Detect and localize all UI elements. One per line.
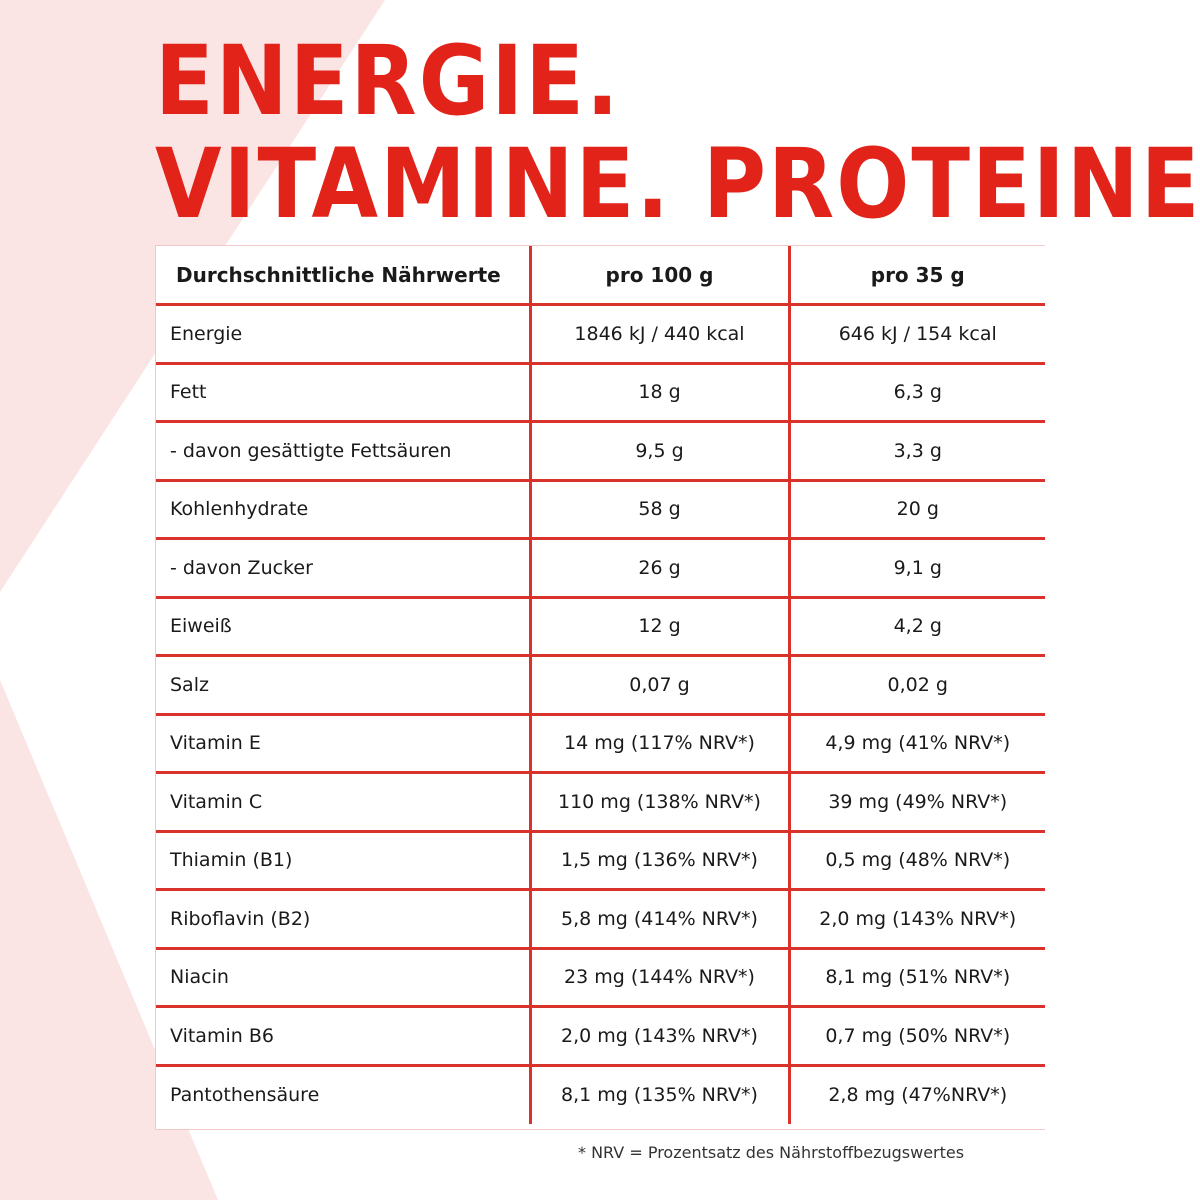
- value-per-35g: 646 kJ / 154 kcal: [789, 304, 1045, 365]
- table-row: Vitamin B6 2,0 mg (143% NRV*) 0,7 mg (50…: [156, 1006, 1045, 1067]
- value-per-35g: 9,1 g: [789, 538, 1045, 599]
- nutrient-name: Eiweiß: [156, 597, 532, 657]
- value-per-35g: 39 mg (49% NRV*): [789, 772, 1045, 833]
- background-chevron: [0, 0, 385, 1200]
- table-row: Energie 1846 kJ / 440 kcal 646 kJ / 154 …: [156, 304, 1045, 365]
- nutrient-name: Kohlenhydrate: [156, 480, 532, 540]
- header-per-100g: pro 100 g: [530, 246, 791, 306]
- table-row: Fett 18 g 6,3 g: [156, 363, 1045, 423]
- table-row: Thiamin (B1) 1,5 mg (136% NRV*) 0,5 mg (…: [156, 831, 1045, 891]
- table-header-row: Durchschnittliche Nährwerte pro 100 g pr…: [156, 246, 1045, 306]
- nutrient-name: - davon gesättigte Fettsäuren: [156, 421, 532, 482]
- nutrient-name: Vitamin E: [156, 714, 532, 774]
- nutrient-name: Thiamin (B1): [156, 831, 532, 891]
- value-per-100g: 8,1 mg (135% NRV*): [530, 1065, 791, 1124]
- nutrition-table: Durchschnittliche Nährwerte pro 100 g pr…: [156, 246, 1045, 1124]
- table-row: Niacin 23 mg (144% NRV*) 8,1 mg (51% NRV…: [156, 948, 1045, 1008]
- table-row: Pantothensäure 8,1 mg (135% NRV*) 2,8 mg…: [156, 1065, 1045, 1124]
- nutrient-name: Vitamin C: [156, 772, 532, 833]
- value-per-100g: 58 g: [530, 480, 791, 540]
- value-per-35g: 3,3 g: [789, 421, 1045, 482]
- value-per-35g: 6,3 g: [789, 363, 1045, 423]
- value-per-35g: 4,2 g: [789, 597, 1045, 657]
- table-row: Kohlenhydrate 58 g 20 g: [156, 480, 1045, 540]
- nutrient-name: Vitamin B6: [156, 1006, 532, 1067]
- value-per-35g: 2,8 mg (47%NRV*): [828, 1084, 1008, 1106]
- value-per-100g: 26 g: [530, 538, 791, 599]
- value-per-100g: 18 g: [530, 363, 791, 423]
- nutrient-name: Salz: [156, 655, 532, 716]
- value-per-100g: 1,5 mg (136% NRV*): [530, 831, 791, 891]
- table-row: - davon gesättigte Fettsäuren 9,5 g 3,3 …: [156, 421, 1045, 482]
- value-per-35g: 4,9 mg (41% NRV*): [789, 714, 1045, 774]
- footnote: * NRV = Prozentsatz des Nährstoffbezugsw…: [578, 1143, 965, 1162]
- table-row: Riboflavin (B2) 5,8 mg (414% NRV*) 2,0 m…: [156, 889, 1045, 950]
- value-per-35g: 2,0 mg (143% NRV*): [789, 889, 1045, 950]
- value-per-35g: 0,7 mg (50% NRV*): [789, 1006, 1045, 1067]
- value-per-35g: 0,02 g: [789, 655, 1045, 716]
- nutrient-name: Energie: [156, 304, 532, 365]
- value-per-35g: 20 g: [789, 480, 1045, 540]
- nutrient-name: Niacin: [156, 948, 532, 1008]
- headline-line-1: ENERGIE.: [155, 25, 621, 138]
- value-per-100g: 23 mg (144% NRV*): [530, 948, 791, 1008]
- nutrient-name: - davon Zucker: [156, 538, 532, 599]
- table-row: Vitamin E 14 mg (117% NRV*) 4,9 mg (41% …: [156, 714, 1045, 774]
- value-per-100g: 14 mg (117% NRV*): [530, 714, 791, 774]
- header-nutrient: Durchschnittliche Nährwerte: [156, 246, 532, 306]
- value-per-35g: 8,1 mg (51% NRV*): [789, 948, 1045, 1008]
- value-per-100g: 110 mg (138% NRV*): [530, 772, 791, 833]
- nutrient-name: Fett: [156, 363, 532, 423]
- headline: ENERGIE. VITAMINE. PROTEINE.: [155, 30, 1200, 236]
- value-per-100g: 12 g: [530, 597, 791, 657]
- value-per-35g: 0,5 mg (48% NRV*): [789, 831, 1045, 891]
- table-row: Salz 0,07 g 0,02 g: [156, 655, 1045, 716]
- value-per-100g: 1846 kJ / 440 kcal: [530, 304, 791, 365]
- table-row: Vitamin C 110 mg (138% NRV*) 39 mg (49% …: [156, 772, 1045, 833]
- table-row: Eiweiß 12 g 4,2 g: [156, 597, 1045, 657]
- value-per-100g: 2,0 mg (143% NRV*): [530, 1006, 791, 1067]
- headline-line-2: VITAMINE. PROTEINE.: [155, 128, 1200, 241]
- value-per-100g: 0,07 g: [530, 655, 791, 716]
- nutrient-name: Riboflavin (B2): [156, 889, 532, 950]
- nutrition-table-panel: Durchschnittliche Nährwerte pro 100 g pr…: [155, 245, 1045, 1130]
- value-per-100g: 5,8 mg (414% NRV*): [530, 889, 791, 950]
- nutrient-name: Pantothensäure: [156, 1065, 532, 1124]
- value-per-100g: 9,5 g: [530, 421, 791, 482]
- header-per-35g: pro 35 g: [789, 246, 1045, 306]
- table-row: - davon Zucker 26 g 9,1 g: [156, 538, 1045, 599]
